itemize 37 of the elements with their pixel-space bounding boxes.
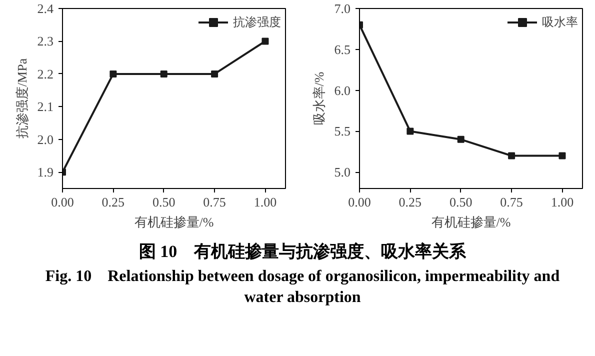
y-tick-label: 2.4: [37, 1, 54, 16]
y-tick-label: 2.1: [37, 99, 54, 114]
y-tick-label: 7.0: [334, 1, 350, 16]
y-tick-label: 1.9: [37, 164, 54, 180]
y-tick-label: 5.5: [334, 124, 350, 139]
point: [558, 152, 566, 160]
legend-label: 抗渗强度: [233, 14, 281, 30]
y-tick-label: 5.0: [334, 164, 350, 180]
x-axis-title: 有机硅掺量/%: [431, 214, 511, 230]
x-tick-label: 0.75: [500, 194, 523, 210]
x-tick-label: 0.50: [152, 194, 176, 210]
x-tick-label: 0.00: [348, 194, 371, 210]
y-tick-label: 6.5: [334, 42, 350, 57]
point: [508, 152, 516, 160]
x-tick-label: 1.00: [254, 194, 277, 210]
caption: 图 10 有机硅掺量与抗渗强度、吸水率关系: [138, 241, 468, 263]
y-tick-label: 2.0: [37, 132, 54, 147]
legend-label: 吸水率: [542, 14, 578, 30]
x-tick-label: 0.00: [51, 194, 74, 210]
point: [262, 38, 269, 45]
caption: Fig. 10 Relationship between dosage of organosilicon, impermeability and water absorption: [44, 267, 561, 308]
point: [160, 70, 168, 78]
y-tick-label: 6.0: [334, 82, 350, 98]
x-tick-label: 1.00: [550, 194, 574, 210]
x-tick-label: 0.25: [398, 194, 422, 210]
point: [406, 128, 414, 135]
point: [110, 70, 117, 78]
x-tick-label: 0.25: [102, 194, 125, 210]
x-tick-label: 0.50: [449, 194, 472, 210]
y-tick-label: 2.3: [37, 34, 54, 49]
y-axis-title: 抗渗强度/MPa: [14, 58, 30, 139]
y-tick-label: 2.2: [37, 66, 54, 82]
x-axis-title: 有机硅掺量/%: [134, 214, 214, 230]
point: [211, 70, 218, 78]
x-tick-label: 0.75: [203, 194, 226, 210]
y-axis-title: 吸水率/%: [311, 72, 326, 126]
point: [457, 136, 464, 143]
